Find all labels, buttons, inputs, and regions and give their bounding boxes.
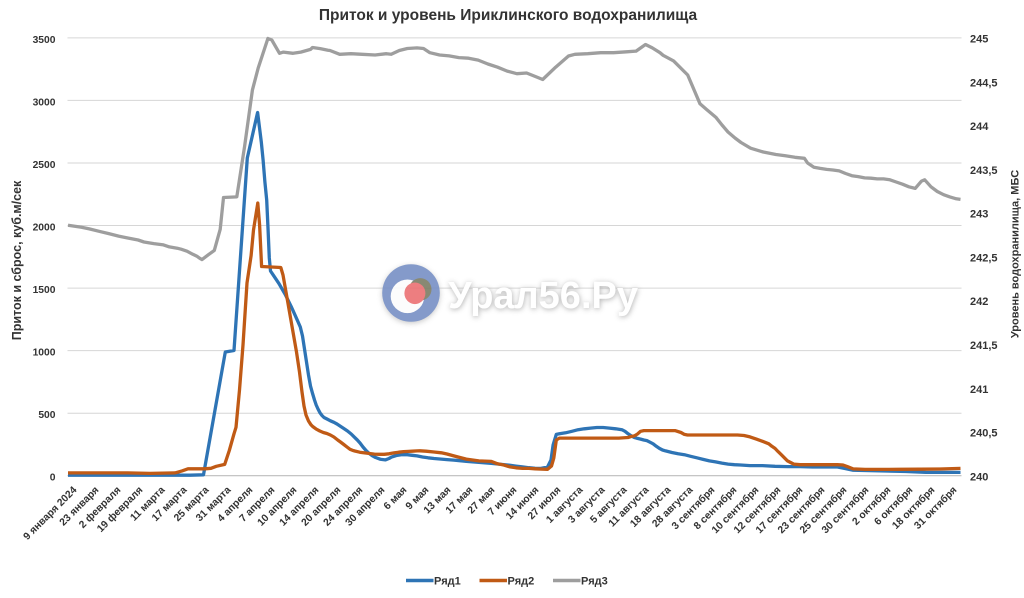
svg-text:Урал56.Ру: Урал56.Ру	[448, 275, 638, 317]
svg-text:241,5: 241,5	[970, 340, 998, 352]
svg-text:500: 500	[38, 410, 55, 421]
svg-text:244: 244	[970, 121, 989, 133]
svg-text:2500: 2500	[33, 160, 56, 171]
svg-text:Приток и уровень Ириклинского: Приток и уровень Ириклинского водохранил…	[319, 7, 698, 24]
svg-text:0: 0	[50, 473, 56, 484]
svg-text:Ряд3: Ряд3	[581, 576, 608, 588]
svg-text:240,5: 240,5	[970, 428, 998, 440]
svg-text:244,5: 244,5	[970, 77, 998, 89]
svg-text:242: 242	[970, 296, 988, 308]
svg-text:3000: 3000	[33, 97, 56, 108]
svg-text:Ряд1: Ряд1	[434, 576, 461, 588]
svg-text:Приток и сброс, куб.м/сек: Приток и сброс, куб.м/сек	[10, 180, 24, 340]
svg-text:3500: 3500	[33, 35, 56, 46]
svg-text:2000: 2000	[33, 222, 56, 233]
svg-text:Урал56.Ру: Урал56.Ру	[449, 276, 639, 318]
svg-text:243: 243	[970, 209, 988, 221]
svg-text:1000: 1000	[33, 348, 56, 359]
svg-text:Ряд2: Ряд2	[508, 576, 535, 588]
svg-text:Уровень водохранилища, МБС: Уровень водохранилища, МБС	[1010, 170, 1022, 338]
svg-text:240: 240	[970, 471, 988, 483]
svg-text:1500: 1500	[33, 285, 56, 296]
svg-text:241: 241	[970, 384, 988, 396]
svg-text:243,5: 243,5	[970, 165, 998, 177]
svg-text:245: 245	[970, 34, 988, 46]
svg-text:242,5: 242,5	[970, 253, 998, 265]
